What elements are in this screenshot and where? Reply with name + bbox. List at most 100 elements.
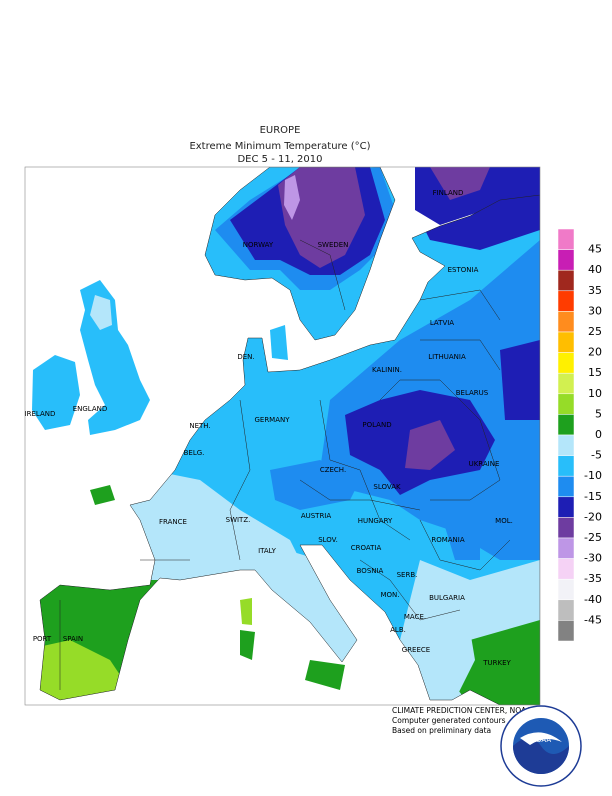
logo-bird (520, 732, 562, 745)
britain-mild (90, 295, 112, 330)
country-label: MACE. (404, 613, 426, 621)
country-label: GERMANY (254, 416, 290, 424)
country-label: ROMANIA (431, 536, 465, 544)
country-label: CZECH. (320, 466, 346, 474)
contours (215, 167, 395, 290)
island (270, 325, 288, 360)
country-label: LATVIA (430, 319, 454, 327)
legend-label: -25 (584, 531, 602, 544)
country-label: GREECE (402, 646, 430, 654)
country-label: PORT (33, 635, 52, 643)
legend-swatch (557, 517, 575, 539)
legend-swatch (557, 434, 575, 456)
legend-label: 30 (588, 304, 602, 317)
note: Computer generated contours (392, 716, 506, 725)
country-label: BOSNIA (357, 567, 384, 575)
island (305, 660, 345, 690)
legend-swatch (557, 455, 575, 477)
legend-label: -20 (584, 510, 602, 523)
legend-swatch (557, 352, 575, 374)
country-label: SWITZ. (226, 516, 251, 524)
logo-wave (513, 738, 569, 774)
island (240, 598, 252, 625)
country-label: FINLAND (433, 189, 464, 197)
noaa-logo: NOAA (500, 705, 582, 787)
country-label: NETH. (189, 422, 210, 430)
legend-label: 35 (588, 284, 602, 297)
legend-label: 15 (588, 366, 602, 379)
map-title: Extreme Minimum Temperature (°C) (189, 141, 370, 152)
country-label: LITHUANIA (428, 353, 466, 361)
legend-swatch (557, 228, 575, 250)
note: Based on preliminary data (392, 726, 491, 735)
legend-swatch (557, 331, 575, 353)
legend-label: 0 (595, 428, 602, 441)
country-label: BELG. (184, 449, 205, 457)
country-label: IRELAND (25, 410, 56, 418)
legend-label: 5 (595, 407, 602, 420)
legend-swatch (557, 290, 575, 312)
legend-swatch (557, 620, 575, 642)
country-label: AUSTRIA (301, 512, 332, 520)
finland-cold (430, 167, 490, 200)
legend-swatch (557, 558, 575, 580)
country-label: KALININ. (372, 366, 402, 374)
island (240, 630, 255, 660)
country-label: SPAIN (63, 635, 83, 643)
legend-swatch (557, 414, 575, 436)
country-label: FRANCE (159, 518, 187, 526)
country-label: ESTONIA (448, 266, 479, 274)
legend-swatch (557, 393, 575, 415)
coast-warm (90, 485, 115, 505)
country-label: SERB. (397, 571, 418, 579)
legend-label: 25 (588, 325, 602, 338)
legend: 45 40 35 30 25 20 15 10 5 0 -5 -10 -15 -20 -25 -30 -35 -4… (557, 228, 602, 642)
credit: CLIMATE PREDICTION CENTER, NOAA (392, 706, 532, 715)
country-labels: FINLAND NORWAY SWEDEN ESTONIA LATVIA LIT… (25, 189, 513, 667)
legend-swatch (557, 269, 575, 292)
legend-label: -5 (591, 449, 602, 462)
borders (39, 167, 540, 705)
legend-label: 40 (588, 263, 602, 276)
country-label: ALB. (390, 626, 406, 634)
map: FINLAND NORWAY SWEDEN ESTONIA LATVIA LIT… (25, 167, 540, 705)
country-label: BELARUS (456, 389, 489, 397)
country-label: HUNGARY (358, 517, 393, 525)
country-label: DEN. (237, 353, 254, 361)
legend-swatch (557, 372, 575, 395)
legend-label: 20 (588, 346, 602, 359)
region-title: EUROPE (260, 125, 301, 136)
country-label: BULGARIA (429, 594, 465, 602)
legend-label: -10 (584, 469, 602, 482)
country-label: ITALY (258, 547, 277, 555)
country-label: SLOVAK (373, 483, 401, 491)
country-label: NORWAY (243, 241, 274, 249)
ireland (32, 355, 80, 430)
legend-label: -15 (584, 490, 602, 503)
country-label: SLOV. (318, 536, 338, 544)
legend-label: -40 (584, 593, 602, 606)
legend-label: -35 (584, 572, 602, 585)
period: DEC 5 - 11, 2010 (237, 154, 322, 165)
country-label: CROATIA (351, 544, 382, 552)
logo-text: NOAA (531, 736, 552, 744)
legend-swatch (557, 249, 575, 271)
country-label: MOL. (495, 517, 513, 525)
legend-label: 45 (588, 243, 602, 256)
legend-swatch (557, 496, 575, 518)
legend-label: -30 (584, 552, 602, 565)
country-label: POLAND (362, 421, 391, 429)
legend-label: 10 (588, 387, 602, 400)
country-label: SWEDEN (318, 241, 349, 249)
legend-swatch (557, 578, 575, 601)
country-label: UKRAINE (469, 460, 500, 468)
legend-swatch (557, 311, 575, 333)
map-frame (24, 166, 541, 706)
legend-swatch (557, 599, 575, 621)
legend-swatch (557, 537, 575, 559)
country-label: MON. (380, 591, 399, 599)
legend-swatch (557, 475, 575, 498)
country-label: TURKEY (482, 659, 511, 667)
legend-label: -45 (584, 613, 602, 626)
